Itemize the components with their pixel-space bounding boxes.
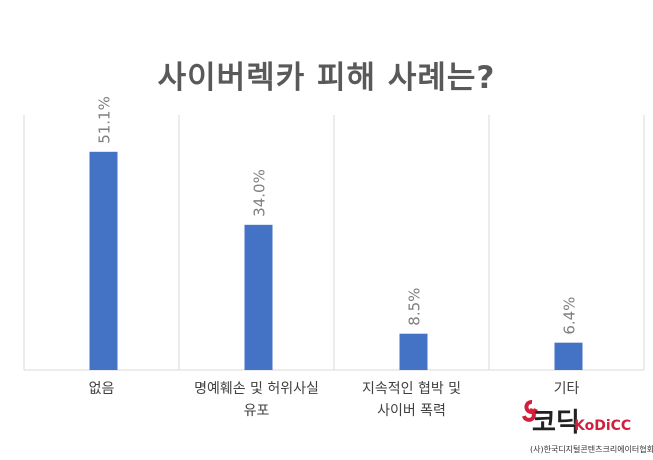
category-label: 기타	[489, 378, 644, 400]
bar	[554, 342, 583, 370]
kodicc-logo: 코딕 KoDiCC (사)한국디지털콘텐츠크리에이터협회	[518, 396, 653, 460]
category-label-line: 사이버 폭력	[377, 403, 446, 419]
data-label: 6.4%	[561, 297, 579, 335]
category-label-line: 기타	[553, 381, 580, 397]
logo-korean: 코딕	[532, 408, 580, 438]
logo-subtitle: (사)한국디지털콘텐츠크리에이터협회	[530, 445, 653, 454]
bar	[244, 224, 273, 370]
chart-title: 사이버렉카 피해 사례는?	[157, 60, 496, 96]
logo-mark-icon	[522, 400, 538, 422]
category-label-line: 없음	[88, 381, 115, 397]
category-label-line: 명예훼손 및 허위사실	[194, 381, 319, 397]
bar	[399, 333, 428, 370]
data-label: 8.5%	[406, 288, 424, 326]
category-label-line: 유포	[243, 403, 270, 419]
category-label-line: 지속적인 협박 및	[361, 381, 462, 397]
data-label: 51.1%	[96, 96, 114, 144]
logo-english: KoDiCC	[574, 418, 632, 434]
category-label: 없음	[24, 378, 179, 400]
bar	[89, 151, 118, 370]
data-label: 34.0%	[251, 169, 269, 217]
